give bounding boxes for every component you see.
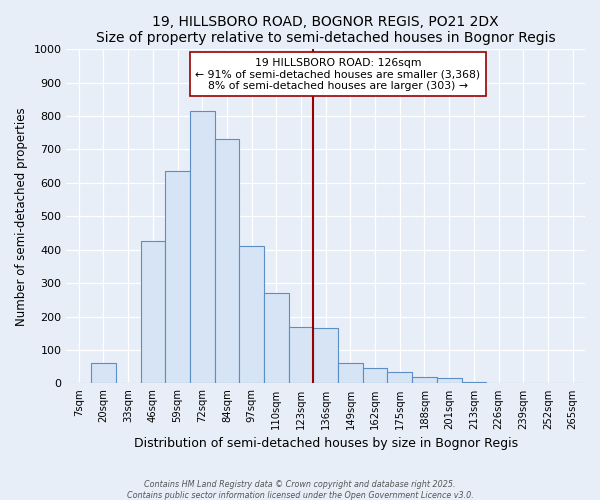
Title: 19, HILLSBORO ROAD, BOGNOR REGIS, PO21 2DX
Size of property relative to semi-det: 19, HILLSBORO ROAD, BOGNOR REGIS, PO21 2… bbox=[96, 15, 556, 45]
Bar bbox=[215, 140, 239, 384]
Bar bbox=[338, 364, 363, 384]
Bar bbox=[388, 372, 412, 384]
Bar bbox=[239, 246, 264, 384]
Bar bbox=[140, 242, 165, 384]
Bar bbox=[91, 364, 116, 384]
Bar bbox=[486, 383, 511, 384]
X-axis label: Distribution of semi-detached houses by size in Bognor Regis: Distribution of semi-detached houses by … bbox=[134, 437, 518, 450]
Bar bbox=[461, 382, 486, 384]
Bar bbox=[190, 111, 215, 384]
Text: Contains HM Land Registry data © Crown copyright and database right 2025.
Contai: Contains HM Land Registry data © Crown c… bbox=[127, 480, 473, 500]
Bar bbox=[363, 368, 388, 384]
Text: 19 HILLSBORO ROAD: 126sqm
← 91% of semi-detached houses are smaller (3,368)
8% o: 19 HILLSBORO ROAD: 126sqm ← 91% of semi-… bbox=[196, 58, 481, 90]
Y-axis label: Number of semi-detached properties: Number of semi-detached properties bbox=[15, 107, 28, 326]
Bar bbox=[165, 171, 190, 384]
Bar bbox=[289, 326, 313, 384]
Bar bbox=[412, 376, 437, 384]
Bar bbox=[313, 328, 338, 384]
Bar bbox=[437, 378, 461, 384]
Bar bbox=[264, 293, 289, 384]
